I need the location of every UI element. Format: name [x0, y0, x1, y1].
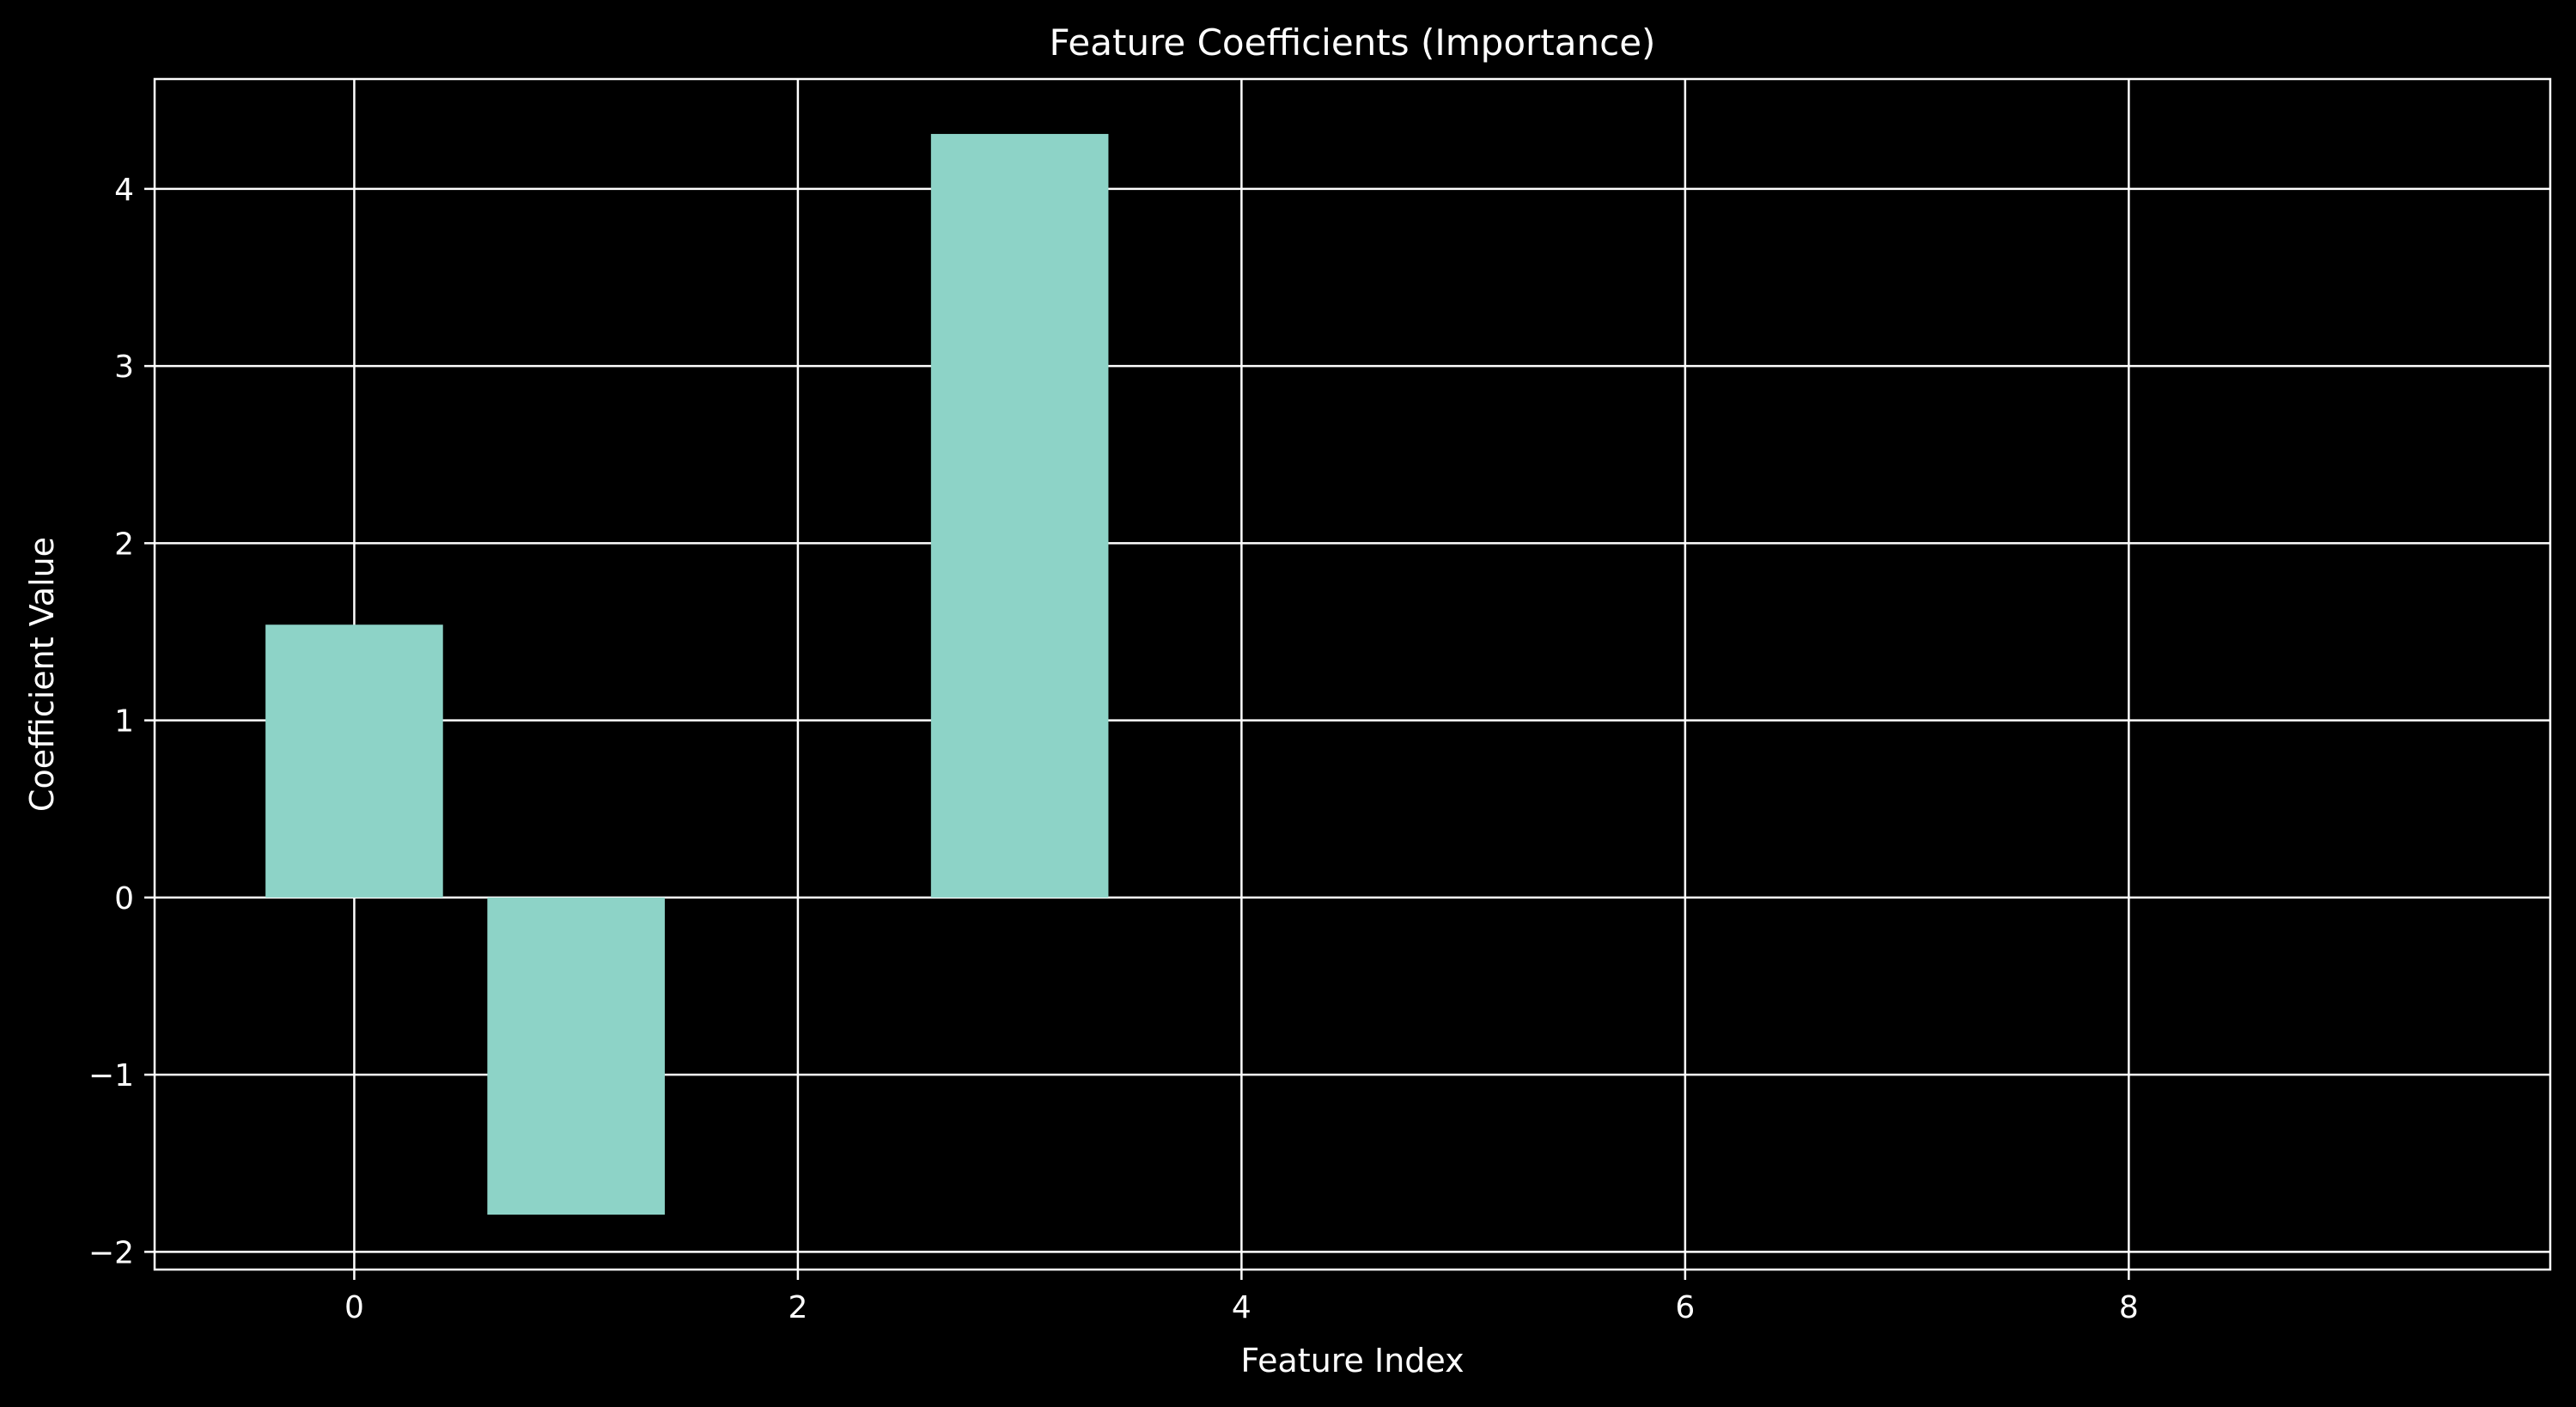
y-tick-label: 0 [114, 881, 134, 917]
y-tick-label: −1 [88, 1058, 134, 1093]
bars [265, 133, 1109, 1215]
x-axis-label: Feature Index [1240, 1342, 1464, 1380]
y-tick-label: −2 [88, 1235, 134, 1270]
y-tick-label: 4 [114, 173, 134, 208]
y-axis-label: Coefficient Value [23, 537, 61, 812]
ticks: 0 2 4 6 8 −2 −1 0 1 2 3 4 [88, 173, 2139, 1325]
chart-title: Feature Coefficients (Importance) [1050, 21, 1656, 64]
bar [487, 897, 665, 1215]
axes-frame [153, 77, 2552, 1271]
y-tick-label: 3 [114, 350, 134, 385]
x-tick-label: 4 [1232, 1290, 1251, 1325]
x-tick-label: 2 [788, 1290, 807, 1325]
bar [265, 624, 443, 898]
x-tick-label: 8 [2119, 1290, 2139, 1325]
y-tick-label: 1 [114, 704, 134, 740]
x-tick-label: 6 [1675, 1290, 1695, 1325]
y-tick-label: 2 [114, 527, 134, 562]
bar [930, 133, 1109, 898]
x-tick-label: 0 [344, 1290, 364, 1325]
